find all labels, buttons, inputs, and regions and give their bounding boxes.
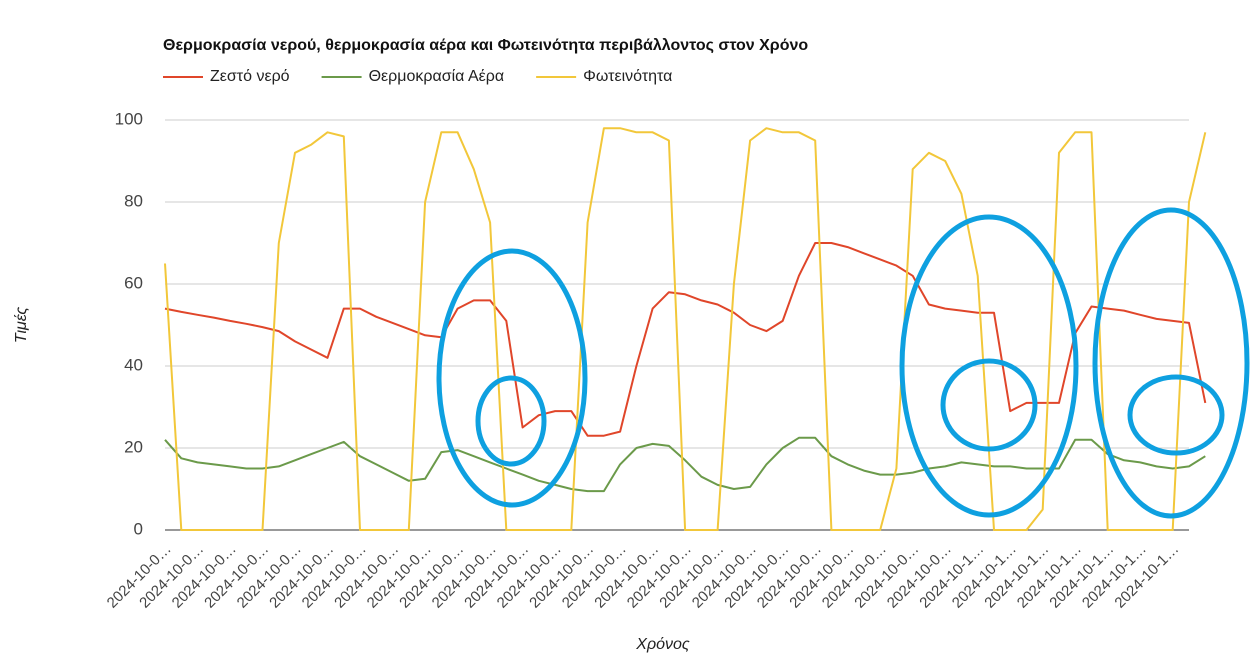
series-line bbox=[164, 242, 1207, 437]
annotations bbox=[436, 207, 1250, 519]
y-tick-label: 40 bbox=[124, 355, 143, 374]
highlight-ellipse bbox=[436, 248, 588, 508]
series-line bbox=[164, 436, 1206, 493]
x-axis-title: Χρόνος bbox=[635, 636, 690, 653]
y-tick-label: 20 bbox=[124, 437, 143, 456]
highlight-ellipse bbox=[1127, 374, 1225, 456]
y-tick-label: 100 bbox=[115, 109, 143, 128]
legend-label: Ζεστό νερό bbox=[210, 68, 290, 85]
highlight-ellipse bbox=[899, 214, 1079, 518]
y-tick-label: 60 bbox=[124, 273, 143, 292]
y-tick-label: 0 bbox=[134, 519, 143, 538]
y-tick-label: 80 bbox=[124, 191, 143, 210]
y-axis-title: Τιμές bbox=[13, 307, 30, 344]
legend-label: Φωτεινότητα bbox=[583, 68, 672, 85]
chart-title: Θερμοκρασία νερού, θερμοκρασία αέρα και … bbox=[163, 37, 808, 54]
series-line bbox=[164, 127, 1207, 531]
legend-label: Θερμοκρασία Αέρα bbox=[369, 68, 505, 85]
highlight-ellipse bbox=[940, 358, 1038, 452]
highlight-ellipse bbox=[475, 375, 547, 467]
highlight-ellipse bbox=[1092, 207, 1250, 519]
